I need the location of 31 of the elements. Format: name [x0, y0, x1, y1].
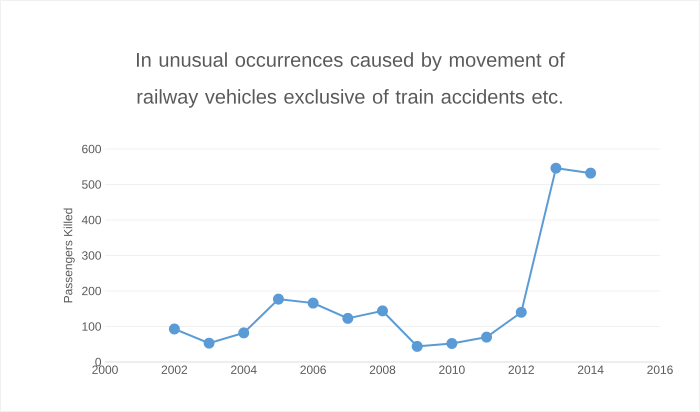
point — [550, 162, 562, 174]
x-tick-label: 2006 — [300, 366, 326, 374]
chart-title: In unusual occurrences caused by movement of railway vehicles exclusive of train accidents etc. — [136, 52, 565, 108]
y-tick-label: 600 — [82, 144, 102, 154]
point — [238, 327, 250, 338]
y-axis-title: Passengers Killed — [64, 208, 75, 302]
y-tick-label: 400 — [82, 216, 102, 224]
y-tick-label: 200 — [82, 286, 102, 296]
y-tick-label: 300 — [82, 251, 102, 260]
point — [308, 298, 319, 309]
x-tick-label: 2016 — [647, 366, 673, 374]
point — [516, 306, 527, 318]
point — [168, 324, 180, 334]
point — [377, 305, 388, 316]
point — [446, 338, 458, 350]
x-tick-label: 2008 — [370, 366, 396, 374]
y-tick-label: 0 — [95, 358, 102, 366]
x-tick-label: 2004 — [231, 366, 257, 374]
point — [585, 168, 596, 179]
point — [481, 332, 492, 343]
x-tick-label: 2000 — [92, 366, 118, 374]
point — [412, 340, 423, 352]
y-tick-label: 100 — [82, 322, 102, 331]
point — [272, 294, 284, 305]
x-tick-label: 2012 — [508, 366, 534, 374]
y-tick-label: 500 — [82, 180, 102, 189]
x-tick-label: 2014 — [578, 366, 604, 374]
x-tick-label: 2010 — [439, 366, 465, 374]
x-tick-label: 2002 — [162, 366, 188, 374]
point — [204, 338, 215, 349]
point — [342, 312, 354, 324]
